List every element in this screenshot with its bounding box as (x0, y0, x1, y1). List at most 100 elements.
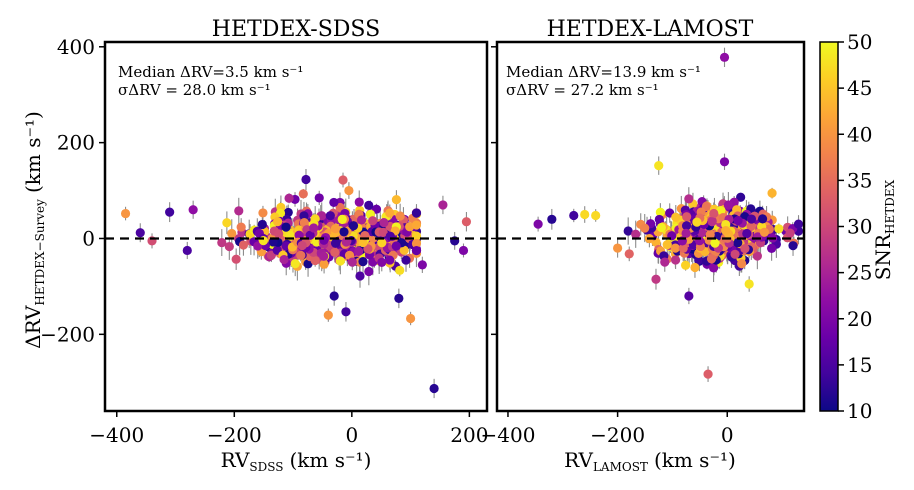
data-point (319, 235, 329, 245)
data-point (767, 188, 777, 198)
data-point (297, 240, 307, 251)
colorbar-tick-label: 40 (847, 122, 872, 146)
data-point (257, 219, 267, 230)
sigma-annotation: σΔRV = 27.2 km s⁻¹ (506, 81, 659, 99)
data-point (733, 215, 743, 226)
data-point (227, 228, 237, 239)
data-point (547, 214, 557, 224)
data-point (399, 245, 409, 255)
data-point (662, 240, 672, 250)
data-point (364, 200, 374, 210)
data-point (719, 157, 730, 167)
data-point (311, 237, 322, 247)
data-point (737, 259, 747, 269)
data-point (354, 197, 364, 207)
colorbar: 10 15 20 25 30 35 40 45 50 SNRHETDEX (819, 30, 897, 423)
scatter-points (120, 168, 472, 399)
y-label-sub: HETDEX−Survey (33, 199, 47, 306)
plot-frame (103, 40, 489, 413)
data-point (348, 221, 359, 231)
data-point (684, 291, 694, 301)
x-tick-label: 200 (450, 423, 488, 447)
data-point (330, 247, 340, 258)
data-point (709, 208, 719, 219)
data-point (224, 241, 234, 252)
data-point (378, 227, 388, 238)
x-label-units: (km s⁻¹) (289, 448, 371, 472)
data-point (411, 220, 422, 230)
data-point (656, 222, 667, 233)
data-point (391, 241, 401, 251)
data-point (670, 243, 680, 253)
data-point (788, 241, 798, 251)
data-point (785, 228, 795, 238)
data-point (299, 217, 309, 228)
data-point (757, 214, 768, 224)
data-point (299, 211, 309, 221)
data-point (706, 254, 717, 264)
data-point (354, 246, 364, 257)
data-point (692, 217, 702, 227)
data-point (268, 237, 278, 247)
data-point (363, 244, 373, 254)
data-point (298, 189, 308, 199)
data-point (697, 228, 707, 238)
data-point (736, 192, 746, 202)
data-point (733, 238, 743, 248)
data-point (613, 243, 623, 253)
colorbar-tick-label: 30 (847, 215, 872, 239)
data-point (395, 211, 405, 221)
data-point (279, 254, 289, 265)
y-label-units: (km s⁻¹) (21, 111, 45, 193)
data-point (356, 215, 367, 225)
x-axis-label: RVLAMOST (km s⁻¹) (564, 448, 736, 474)
data-point (678, 243, 688, 253)
colorbar-label-main: SNR (871, 233, 895, 280)
data-point (339, 227, 349, 237)
data-point (325, 211, 335, 221)
data-point (694, 255, 704, 265)
data-point (272, 217, 283, 227)
x-tick-label: 0 (345, 423, 358, 447)
colorbar-gradient (819, 41, 839, 412)
data-point (330, 223, 341, 234)
data-point (740, 244, 750, 254)
data-point (394, 293, 404, 303)
data-point (703, 369, 713, 379)
y-label-main: ΔRV (21, 305, 45, 349)
data-point (165, 207, 175, 217)
data-point (284, 193, 294, 203)
data-point (680, 260, 691, 270)
data-point (120, 208, 131, 219)
data-point (135, 228, 145, 238)
data-point (281, 222, 291, 232)
data-point (730, 249, 740, 259)
data-point (395, 265, 405, 275)
data-point (759, 227, 770, 237)
colorbar-tick-label: 10 (847, 399, 872, 423)
data-point (296, 250, 306, 260)
data-point (338, 175, 348, 185)
data-point (406, 313, 416, 324)
data-point (391, 195, 402, 205)
data-point (337, 214, 347, 225)
data-point (774, 224, 784, 234)
data-point (377, 257, 387, 268)
data-point (411, 245, 422, 256)
x-label-sub: SDSS (249, 460, 283, 474)
data-point (654, 161, 664, 171)
data-point (347, 257, 357, 267)
panel-hetdex-sdss: HETDEX-SDSS Median ΔRV=3.5 km s⁻¹ σΔRV =… (21, 17, 488, 474)
colorbar-tick-label: 15 (847, 353, 872, 377)
data-point (344, 185, 354, 196)
data-point (238, 240, 249, 250)
data-point (236, 222, 246, 232)
axis-ticks: −400 −200 0 200 −200 0 200 400 (40, 35, 488, 447)
data-point (746, 214, 757, 224)
data-point (723, 200, 733, 210)
data-point (654, 214, 664, 225)
data-point (309, 223, 319, 233)
data-point (358, 257, 368, 267)
data-point (710, 238, 720, 248)
